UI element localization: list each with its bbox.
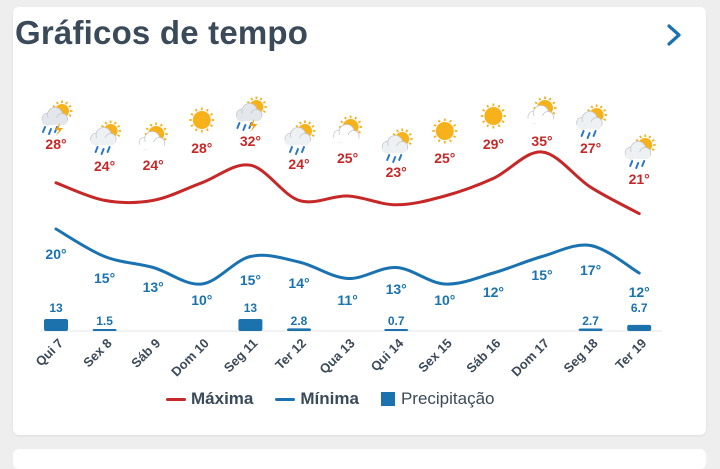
partly-cloudy-icon	[333, 115, 363, 143]
min-temp-label: 10°	[191, 292, 212, 308]
min-temp-label: 14°	[288, 275, 309, 291]
sunny-icon	[189, 107, 215, 133]
sunny-icon	[480, 103, 506, 129]
day-label: Sáb 9	[128, 336, 163, 371]
rain-shower-icon	[284, 120, 316, 155]
min-temp-label: 12°	[629, 284, 650, 300]
day-label: Seg 11	[221, 336, 261, 376]
legend-min-swatch	[275, 397, 296, 401]
temperature-chart: 28° 24° 24° 28° 32° 24° 25° 23° 25° 29° 35° 27° 21° 2…	[33, 96, 662, 380]
precip-label: 13	[49, 301, 63, 315]
min-temp-label: 11°	[337, 292, 357, 308]
day-label: Sex 15	[415, 336, 455, 376]
day-label: Qui 14	[368, 335, 407, 374]
min-temp-label: 10°	[434, 292, 455, 308]
legend-min-label: Mínima	[300, 389, 359, 408]
day-label: Qui 7	[33, 336, 67, 370]
max-temp-label: 25°	[434, 150, 455, 166]
day-label: Sáb 16	[463, 336, 503, 376]
precip-bar	[44, 319, 68, 331]
precip-label: 6.7	[631, 301, 648, 315]
day-label: Seg 18	[560, 336, 600, 376]
day-label: Sex 8	[80, 336, 115, 371]
precip-label: 2.8	[291, 314, 308, 328]
legend-max-swatch	[166, 397, 186, 401]
partly-cloudy-icon	[527, 96, 557, 124]
min-temp-label: 15°	[240, 272, 261, 288]
page-title: Gráficos de tempo	[15, 14, 309, 51]
partly-cloudy-icon	[138, 122, 168, 150]
precip-label: 13	[244, 301, 258, 315]
thunderstorm-icon	[235, 96, 267, 132]
max-temp-label: 28°	[191, 140, 212, 156]
precip-bar	[578, 328, 603, 331]
precip-bar	[384, 329, 409, 331]
thunderstorm-icon	[41, 100, 73, 136]
legend-precip-swatch	[380, 392, 395, 406]
precip-label: 2.7	[582, 314, 599, 328]
max-temp-label: 24°	[143, 157, 164, 173]
precip-bar	[627, 324, 652, 331]
min-temp-label: 15°	[94, 270, 115, 286]
series-min-line	[54, 227, 641, 286]
min-temp-label: 15°	[531, 267, 552, 283]
max-temp-label: 25°	[337, 150, 358, 166]
max-temp-label: 32°	[240, 133, 261, 149]
day-label: Ter 19	[612, 336, 649, 373]
rain-shower-icon	[381, 128, 413, 163]
weather-chart-card	[13, 7, 706, 435]
max-temp-label: 23°	[386, 164, 407, 180]
max-temp-label: 28°	[45, 136, 66, 152]
legend-min: Mínima	[275, 389, 359, 409]
min-temp-label: 20°	[45, 246, 66, 262]
chevron-right-icon[interactable]	[662, 20, 686, 50]
legend-max: Máxima	[166, 389, 253, 409]
precip-bar	[238, 319, 263, 331]
max-temp-label: 24°	[288, 156, 309, 172]
max-temp-label: 21°	[629, 171, 650, 187]
precip-label: 1.5	[96, 314, 113, 328]
day-label: Dom 10	[168, 336, 212, 380]
legend-max-label: Máxima	[191, 389, 254, 408]
rain-shower-icon	[624, 134, 656, 169]
min-temp-label: 17°	[580, 262, 601, 278]
precip-bar	[92, 329, 117, 331]
precip-bar	[287, 328, 311, 331]
max-temp-label: 27°	[580, 140, 601, 156]
legend-precip: Precipitação	[380, 389, 495, 409]
max-temp-label: 29°	[483, 136, 504, 152]
day-label: Qua 13	[316, 336, 357, 377]
min-temp-label: 13°	[386, 281, 407, 297]
max-temp-label: 24°	[94, 158, 115, 174]
day-label: Dom 17	[508, 336, 552, 380]
max-temp-label: 35°	[531, 133, 552, 149]
sunny-icon	[432, 118, 458, 144]
rain-shower-icon	[576, 104, 608, 139]
series-max-line	[54, 150, 641, 216]
rain-shower-icon	[90, 120, 122, 155]
chart-legend: Máxima Mínima Precipitação	[166, 389, 517, 409]
day-label: Ter 12	[272, 336, 309, 373]
min-temp-label: 12°	[483, 284, 504, 300]
min-temp-label: 13°	[143, 279, 164, 295]
precip-label: 0.7	[388, 314, 405, 328]
legend-precip-label: Precipitação	[400, 389, 495, 408]
